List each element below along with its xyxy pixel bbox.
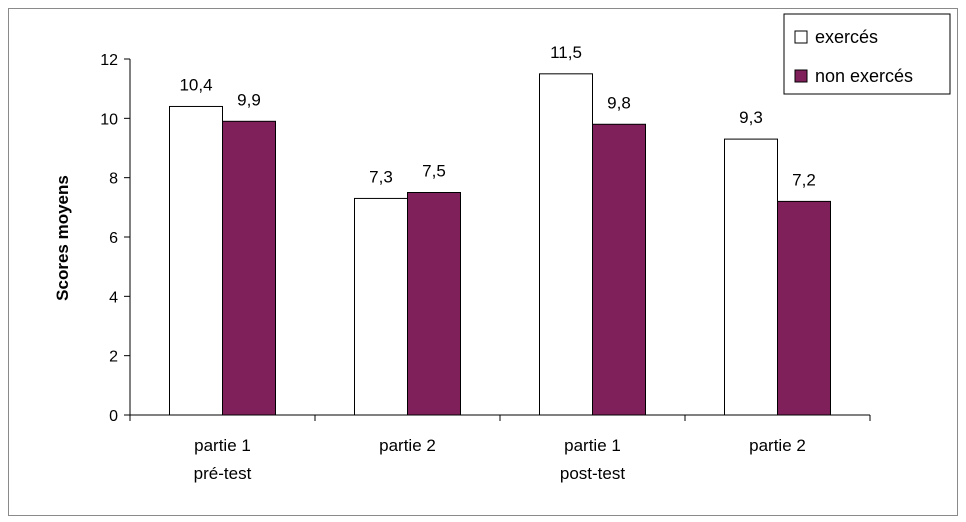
data-labels: 10,4 9,9 7,3 7,5 11,5 9,8 9,3 7,2 <box>179 43 815 190</box>
legend-swatch-non-exerces <box>794 69 808 83</box>
x-category-label: pré-test <box>194 464 252 483</box>
bar-value-label: 9,3 <box>739 108 763 127</box>
y-tick-label: 6 <box>109 230 118 247</box>
bar-value-label: 7,2 <box>792 170 816 189</box>
x-category-label: partie 1 <box>564 436 621 455</box>
bar-non-exerces <box>222 120 276 416</box>
y-tick-label: 0 <box>109 408 118 425</box>
bar-value-label: 7,3 <box>369 167 393 186</box>
x-category-label: partie 1 <box>194 436 251 455</box>
legend-swatch-exerces <box>794 30 808 44</box>
y-tick-label: 8 <box>109 171 118 188</box>
bar-non-exerces <box>777 200 831 416</box>
x-category-label: post-test <box>560 464 625 483</box>
bars <box>169 73 831 416</box>
y-tick-label: 2 <box>109 349 118 366</box>
x-category-label: partie 2 <box>749 436 806 455</box>
bar-exerces <box>354 197 408 416</box>
bar-value-label: 11,5 <box>550 43 582 62</box>
bar-value-label: 9,8 <box>607 93 631 112</box>
bar-non-exerces <box>407 192 461 416</box>
bar-non-exerces <box>592 123 646 416</box>
bar-value-label: 9,9 <box>237 90 261 109</box>
bar-exerces <box>724 138 778 416</box>
bar-value-label: 10,4 <box>179 75 212 94</box>
bar-exerces <box>539 73 593 416</box>
y-tick-label: 10 <box>100 111 118 128</box>
y-tick-label: 4 <box>109 289 118 306</box>
y-axis-label: Scores moyens <box>53 175 72 301</box>
bar-exerces <box>169 105 223 416</box>
legend-label-non-exerces: non exercés <box>815 66 913 86</box>
legend: exercés non exercés <box>783 13 951 95</box>
legend-box <box>783 13 951 95</box>
bar-value-label: 7,5 <box>422 162 446 181</box>
legend-label-exerces: exercés <box>815 27 878 47</box>
x-category-label: partie 2 <box>379 436 436 455</box>
y-tick-label: 12 <box>100 52 118 69</box>
